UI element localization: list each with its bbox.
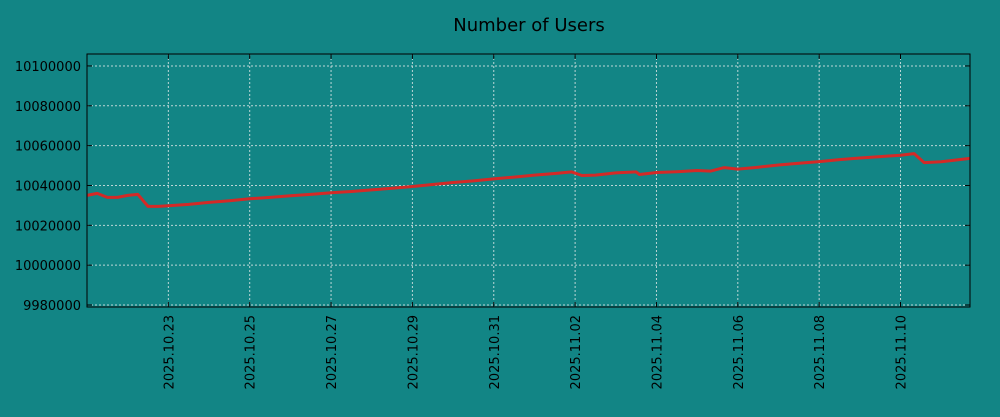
x-tick-label: 2025.11.06 — [732, 315, 747, 389]
y-tick-label: 10080000 — [15, 100, 81, 115]
y-tick-label: 10000000 — [15, 259, 81, 274]
y-tick-label: 10040000 — [15, 179, 81, 194]
x-tick-label: 2025.10.27 — [325, 315, 340, 389]
plot-frame — [86, 53, 971, 308]
x-tick-label: 2025.11.02 — [569, 315, 584, 389]
y-tick-label: 10020000 — [15, 219, 81, 234]
x-tick-label: 2025.11.04 — [650, 315, 665, 389]
x-tick-label: 2025.11.08 — [813, 315, 828, 389]
x-tick-label: 2025.10.23 — [162, 315, 177, 389]
chart-title: Number of Users — [453, 15, 605, 36]
x-tick-label: 2025.11.10 — [895, 315, 910, 389]
y-tick-label: 10060000 — [15, 140, 81, 155]
x-tick-label: 2025.10.31 — [488, 315, 503, 389]
x-tick-label: 2025.10.25 — [244, 315, 259, 389]
x-tick-label: 2025.10.29 — [406, 315, 421, 389]
axis-layer: 9980000 10000000 10020000 10040000 10060000 1… — [15, 54, 970, 389]
series-layer — [86, 152, 971, 208]
series-line — [86, 152, 971, 208]
y-tick-label: 9980000 — [23, 299, 81, 314]
grid-layer — [87, 54, 970, 307]
y-tick-label: 10100000 — [15, 60, 81, 75]
